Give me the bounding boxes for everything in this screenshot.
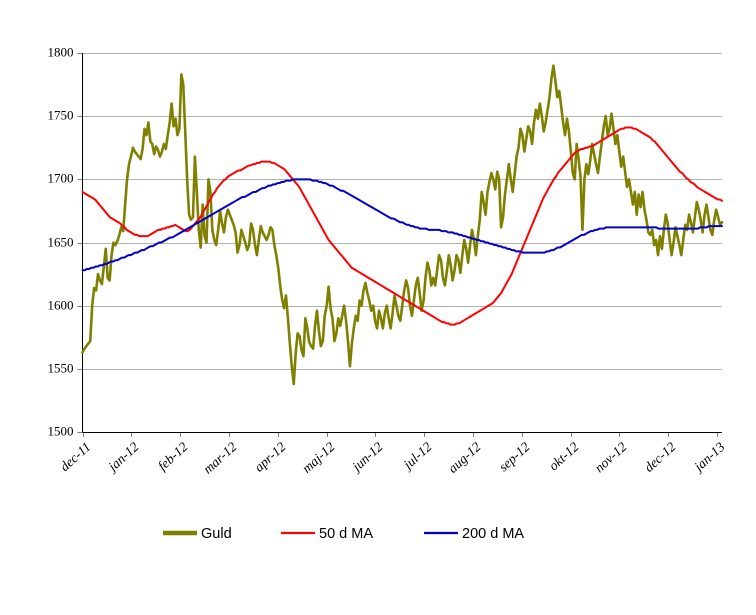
- y-axis-label: 1550: [48, 360, 74, 375]
- y-axis-label: 1700: [48, 170, 74, 185]
- y-axis-label: 1750: [48, 107, 74, 122]
- y-axis-label: 1500: [48, 423, 74, 438]
- y-axis-label: 1650: [48, 234, 74, 249]
- legend-label-50-d-ma[interactable]: 50 d MA: [319, 526, 373, 542]
- series-line-guld: [81, 64, 724, 386]
- series-line-50-d-ma: [81, 126, 723, 326]
- y-axis-label: 1600: [48, 297, 74, 312]
- y-axis-ticks: 1500 1550 1600 1650 1700 1750 1800: [48, 44, 83, 438]
- data-series: [81, 64, 724, 386]
- legend-label-guld[interactable]: Guld: [201, 526, 232, 542]
- gridlines: [82, 53, 722, 370]
- series-line-200-d-ma: [81, 178, 723, 272]
- legend-label-200-d-ma[interactable]: 200 d MA: [462, 526, 524, 542]
- chart-legend: Guld 50 d MA 200 d MA: [163, 526, 524, 542]
- y-axis-label: 1800: [48, 44, 74, 59]
